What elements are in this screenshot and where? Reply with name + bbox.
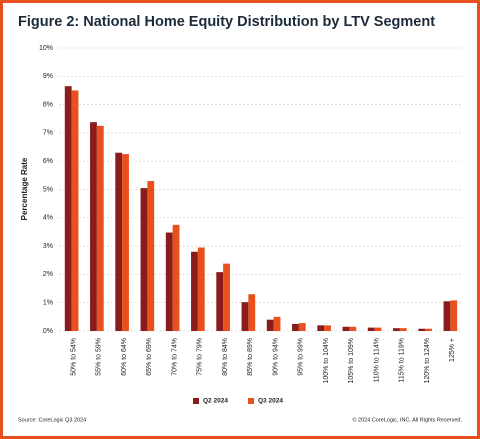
bar	[273, 316, 281, 331]
y-tick-label: 7%	[43, 130, 53, 137]
legend-label: Q2 2024	[203, 398, 228, 405]
x-tick-label: 95% to 99%	[298, 338, 305, 376]
bar	[418, 328, 426, 331]
y-tick-label: 6%	[43, 158, 53, 165]
y-tick-label: 5%	[43, 186, 53, 193]
x-tick-label: 105% to 109%	[348, 338, 355, 384]
x-tick-label: 115% to 119%	[399, 338, 406, 383]
bar	[223, 263, 230, 331]
bar	[399, 328, 407, 331]
bar	[140, 188, 148, 331]
y-axis-label: Percentage Rate	[20, 157, 29, 220]
bar	[241, 302, 249, 331]
x-tick-label: 80% to 84%	[222, 338, 229, 376]
bar	[342, 326, 350, 331]
x-tick-label: 90% to 94%	[272, 338, 279, 376]
bar	[298, 323, 306, 331]
x-tick-label: 65% to 69%	[146, 338, 153, 376]
bar	[165, 232, 173, 331]
bar	[191, 251, 198, 331]
x-tick-label: 50% to 54%	[70, 338, 77, 376]
y-tick-label: 3%	[43, 243, 53, 250]
bar	[197, 247, 205, 331]
y-tick-label: 1%	[43, 300, 53, 307]
chart-title: Figure 2: National Home Equity Distribut…	[18, 14, 435, 30]
y-tick-label: 8%	[43, 101, 53, 108]
bar	[324, 325, 331, 331]
legend-swatch	[248, 398, 254, 404]
y-tick-label: 10%	[39, 45, 53, 52]
bar	[71, 90, 79, 331]
bar	[64, 86, 72, 331]
chart: Figure 2: National Home Equity Distribut…	[18, 14, 463, 423]
y-tick-label: 4%	[43, 215, 53, 222]
bar	[443, 301, 451, 331]
x-tick-label: 55% to 59%	[96, 338, 103, 376]
y-tick-label: 9%	[43, 73, 53, 80]
y-tick-label: 0%	[43, 328, 53, 335]
x-tick-label: 125% +	[449, 338, 456, 362]
bar	[90, 122, 97, 332]
copyright-note: © 2024 CoreLogic, INC. All Rights Reserv…	[352, 416, 462, 423]
bar	[122, 154, 129, 331]
x-tick-label: 70% to 74%	[171, 338, 178, 376]
x-tick-label: 85% to 89%	[247, 338, 254, 376]
bar	[266, 319, 274, 331]
x-tick-label: 110% to 114%	[373, 338, 380, 383]
bar	[172, 224, 180, 331]
bar	[349, 326, 357, 331]
bar	[216, 272, 224, 331]
x-tick-label: 100% to 104%	[323, 338, 330, 384]
bar	[115, 152, 123, 331]
bar	[248, 294, 256, 331]
y-tick-label: 2%	[43, 271, 53, 278]
bar	[96, 125, 104, 331]
bar	[367, 327, 375, 331]
bar	[317, 325, 325, 331]
bar	[425, 328, 432, 331]
bar	[292, 323, 299, 331]
source-note: Source: CoreLogic Q3 2024	[18, 417, 86, 423]
x-tick-label: 75% to 79%	[197, 338, 204, 376]
bar	[374, 327, 382, 331]
legend-swatch	[193, 398, 199, 404]
legend-label: Q3 2024	[258, 398, 283, 405]
bar	[450, 300, 458, 331]
bar	[393, 328, 400, 331]
x-tick-label: 120% to 124%	[424, 338, 431, 384]
bar	[147, 181, 155, 331]
x-tick-label: 60% to 64%	[121, 338, 128, 376]
